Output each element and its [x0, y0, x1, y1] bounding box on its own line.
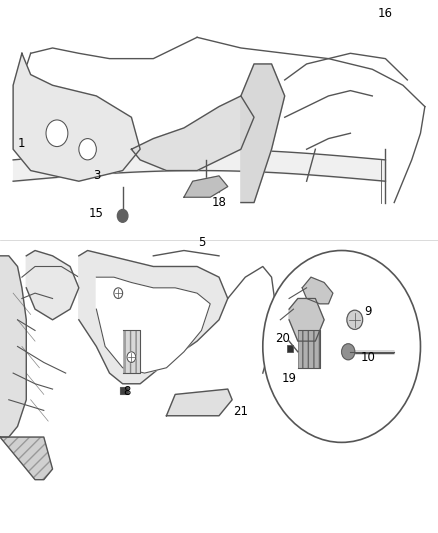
Circle shape: [127, 352, 136, 362]
Polygon shape: [13, 53, 140, 181]
Polygon shape: [302, 277, 333, 304]
Text: 16: 16: [378, 7, 393, 20]
Polygon shape: [298, 330, 320, 368]
Text: 19: 19: [282, 372, 297, 385]
Text: 21: 21: [233, 405, 248, 418]
Text: 15: 15: [89, 207, 104, 220]
FancyBboxPatch shape: [287, 345, 293, 352]
Polygon shape: [241, 64, 285, 203]
Polygon shape: [123, 330, 140, 373]
Polygon shape: [0, 256, 26, 437]
Circle shape: [79, 139, 96, 160]
Text: 20: 20: [275, 332, 290, 345]
Circle shape: [347, 310, 363, 329]
Text: 5: 5: [198, 236, 205, 249]
Polygon shape: [79, 251, 228, 384]
Polygon shape: [26, 251, 79, 320]
Polygon shape: [0, 437, 53, 480]
Circle shape: [117, 209, 128, 222]
Circle shape: [114, 288, 123, 298]
Polygon shape: [96, 277, 210, 373]
Text: 1: 1: [18, 138, 26, 150]
Text: 9: 9: [364, 305, 372, 318]
Circle shape: [46, 120, 68, 147]
Circle shape: [342, 344, 355, 360]
Polygon shape: [289, 298, 324, 341]
Polygon shape: [184, 176, 228, 197]
Text: 8: 8: [124, 385, 131, 398]
Polygon shape: [131, 96, 254, 171]
Text: 18: 18: [212, 196, 226, 209]
Text: 3: 3: [93, 169, 100, 182]
Circle shape: [263, 251, 420, 442]
Polygon shape: [166, 389, 232, 416]
FancyBboxPatch shape: [120, 387, 128, 394]
Text: 10: 10: [360, 351, 375, 364]
